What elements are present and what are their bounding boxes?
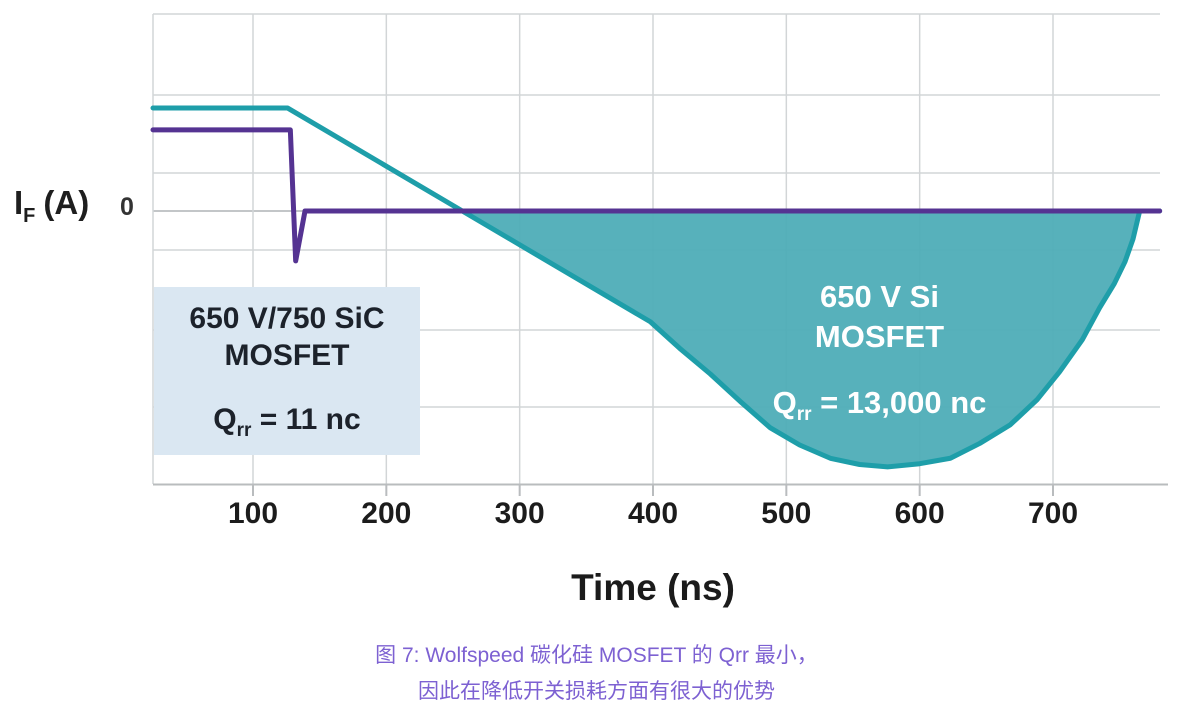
- x-tick-label: 200: [361, 497, 412, 530]
- figure-caption: 图 7: Wolfspeed 碳化硅 MOSFET 的 Qrr 最小， 因此在降…: [0, 638, 1193, 710]
- y-axis-label: IF (A): [14, 184, 89, 228]
- si-qrr-value: Qrr = 13,000 nc: [772, 385, 987, 425]
- sic-annotation-line2: MOSFET: [224, 339, 350, 372]
- sic-mosfet-curve: [150, 127, 1163, 264]
- si-mosfet-annotation: 650 V Si MOSFET Qrr = 13,000 nc: [727, 277, 1032, 435]
- x-axis-title: Time (ns): [571, 567, 735, 608]
- si-recovery-area: [462, 211, 1140, 467]
- sic-qrr-value: Qrr = 11 nc: [213, 403, 361, 441]
- y-axis-subscript: F: [23, 205, 36, 227]
- y-axis-zero-label: 0: [120, 193, 134, 221]
- sic-mosfet-annotation-box: 650 V/750 SiC MOSFET Qrr = 11 nc: [154, 287, 420, 455]
- x-tick-label: 500: [761, 497, 812, 530]
- x-tick-label: 300: [494, 497, 545, 530]
- y-axis-symbol: I: [14, 184, 24, 221]
- figure-caption-line1: 图 7: Wolfspeed 碳化硅 MOSFET 的 Qrr 最小，: [375, 644, 818, 667]
- si-annotation-line2: MOSFET: [814, 319, 945, 354]
- figure-caption-line2: 因此在降低开关损耗方面有很大的优势: [418, 680, 775, 703]
- y-axis-unit: (A): [43, 184, 90, 221]
- x-tick-label: 600: [894, 497, 945, 530]
- sic-annotation-line1: 650 V/750 SiC: [189, 302, 385, 335]
- x-tick-label: 400: [627, 497, 679, 530]
- x-tick-label: 700: [1027, 497, 1079, 530]
- si-mosfet-curve: [150, 105, 1163, 470]
- x-tick-label: 100: [227, 497, 279, 530]
- si-annotation-line1: 650 V Si: [820, 279, 939, 314]
